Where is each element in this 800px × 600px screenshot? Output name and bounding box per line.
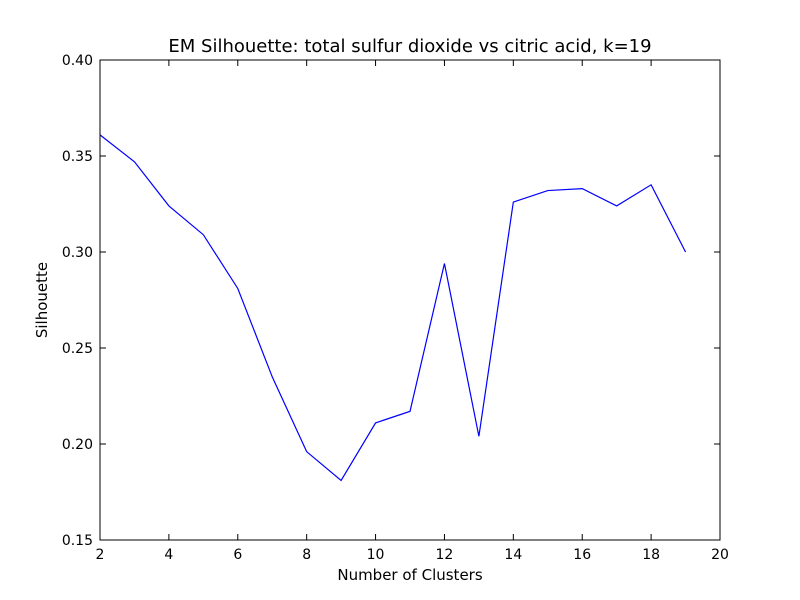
x-tick-label: 12 <box>436 547 454 563</box>
x-axis-label: Number of Clusters <box>337 566 482 584</box>
y-axis: 0.15 0.20 0.25 0.30 0.35 0.40 <box>62 53 720 549</box>
plot-area <box>99 59 721 541</box>
x-axis: 2 4 6 8 10 12 14 16 18 20 <box>96 60 729 563</box>
chart-title: EM Silhouette: total sulfur dioxide vs c… <box>168 36 651 57</box>
plot-frame <box>99 59 721 541</box>
y-tick-label: 0.25 <box>62 341 93 357</box>
x-tick-label: 14 <box>504 547 522 563</box>
x-tick-label: 6 <box>233 547 242 563</box>
y-axis-label: Silhouette <box>33 262 51 338</box>
y-tick-label: 0.35 <box>62 149 93 165</box>
x-tick-label: 10 <box>367 547 385 563</box>
x-tick-label: 8 <box>302 547 311 563</box>
x-tick-label: 20 <box>711 547 729 563</box>
y-tick-label: 0.40 <box>62 53 93 69</box>
x-tick-label: 4 <box>164 547 173 563</box>
series-line-0 <box>99 134 687 482</box>
y-tick-label: 0.20 <box>62 437 93 453</box>
y-tick-label: 0.15 <box>62 533 93 549</box>
y-tick-label: 0.30 <box>62 245 93 261</box>
x-tick-label: 18 <box>642 547 660 563</box>
x-tick-label: 2 <box>96 547 105 563</box>
x-tick-label: 16 <box>573 547 591 563</box>
